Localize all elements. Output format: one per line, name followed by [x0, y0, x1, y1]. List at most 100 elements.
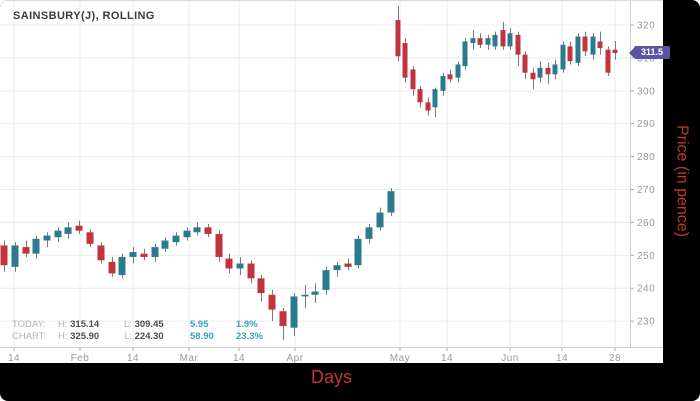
candle[interactable]: [530, 67, 536, 90]
candle[interactable]: [344, 258, 352, 271]
candle[interactable]: [151, 243, 159, 262]
last-price-badge[interactable]: 311.5: [629, 46, 670, 59]
candle[interactable]: [22, 240, 30, 257]
candle-body-down: [22, 247, 30, 254]
candle-body-up: [129, 252, 137, 257]
candle[interactable]: [376, 207, 384, 231]
candle[interactable]: [455, 61, 461, 83]
candle[interactable]: [32, 235, 40, 259]
candle[interactable]: [470, 29, 476, 50]
y-tick-label: 300: [637, 86, 655, 97]
candle[interactable]: [225, 253, 233, 274]
candle[interactable]: [290, 293, 298, 336]
candle[interactable]: [485, 34, 491, 50]
candle[interactable]: [64, 222, 72, 239]
candle[interactable]: [410, 66, 416, 96]
candle[interactable]: [301, 284, 309, 308]
candle[interactable]: [86, 228, 94, 248]
candle[interactable]: [43, 232, 51, 248]
candle-body-up: [376, 212, 384, 228]
candle[interactable]: [597, 31, 603, 55]
candle-body-up: [172, 235, 180, 243]
candle[interactable]: [161, 237, 169, 253]
candle[interactable]: [268, 289, 276, 322]
candle[interactable]: [605, 46, 611, 77]
candle[interactable]: [183, 227, 191, 241]
x-tick-label: Feb: [71, 353, 90, 364]
candle[interactable]: [193, 222, 201, 236]
candle[interactable]: [507, 28, 513, 50]
candle[interactable]: [590, 33, 596, 60]
y-tick-label: 290: [637, 119, 655, 130]
candle-body-up: [32, 238, 40, 254]
candle-body-up: [537, 67, 543, 78]
candle[interactable]: [500, 21, 506, 50]
candle[interactable]: [612, 41, 618, 60]
candle[interactable]: [395, 5, 401, 62]
candle[interactable]: [204, 224, 212, 238]
candle[interactable]: [402, 38, 408, 83]
candle[interactable]: [425, 97, 431, 116]
candle[interactable]: [522, 51, 528, 80]
candle[interactable]: [247, 260, 255, 284]
candle[interactable]: [0, 240, 8, 272]
candle[interactable]: [560, 41, 566, 73]
candle-body-up: [118, 256, 126, 276]
candle[interactable]: [108, 256, 116, 277]
candle[interactable]: [311, 283, 319, 304]
candle[interactable]: [567, 41, 573, 65]
candle[interactable]: [575, 33, 581, 67]
candle[interactable]: [387, 187, 395, 216]
candle-body-down: [530, 72, 536, 80]
candle-body-up: [301, 294, 309, 297]
candle-body-down: [582, 36, 588, 52]
candle-body-down: [215, 233, 223, 257]
candle-body-up: [54, 230, 62, 238]
candle[interactable]: [477, 33, 483, 49]
candle-body-up: [462, 41, 468, 67]
y-tick-label: 240: [637, 284, 655, 295]
x-tick-label: May: [390, 353, 410, 364]
price-chart[interactable]: 32031030029028027026025024023014Feb14Mar…: [0, 1, 663, 364]
stats-row-today: TODAY: H: 315.14 L: 309.45 5.95 1.9%: [12, 319, 286, 331]
candle[interactable]: [97, 242, 105, 264]
candle[interactable]: [515, 31, 521, 67]
candle-body-up: [432, 89, 438, 108]
candle[interactable]: [236, 256, 244, 276]
candle[interactable]: [462, 38, 468, 70]
candle[interactable]: [365, 224, 373, 244]
candle[interactable]: [140, 248, 148, 261]
stats-today-low: L: 309.45: [124, 319, 164, 330]
candle[interactable]: [537, 61, 543, 83]
candle[interactable]: [215, 230, 223, 262]
candle-body-down: [500, 29, 506, 47]
y-tick-label: 320: [637, 21, 655, 32]
candle-body-down: [344, 263, 352, 267]
candle[interactable]: [417, 85, 423, 108]
candle[interactable]: [552, 59, 558, 80]
candle-body-down: [515, 34, 521, 55]
candle[interactable]: [118, 253, 126, 279]
candle[interactable]: [440, 72, 446, 96]
candle[interactable]: [492, 31, 498, 50]
candle[interactable]: [54, 227, 62, 243]
stats-chart-label: CHART:: [12, 331, 47, 342]
candle-body-down: [204, 227, 212, 234]
candle[interactable]: [322, 266, 330, 295]
candle[interactable]: [333, 261, 341, 277]
candle-body-up: [236, 263, 244, 269]
candle[interactable]: [582, 31, 588, 57]
candle-body-down: [612, 49, 618, 53]
candle[interactable]: [75, 220, 83, 234]
candle[interactable]: [354, 235, 362, 269]
candle[interactable]: [11, 242, 19, 272]
candle[interactable]: [257, 275, 265, 302]
candle[interactable]: [129, 247, 137, 264]
candle[interactable]: [279, 307, 287, 340]
candle[interactable]: [447, 69, 453, 83]
candle[interactable]: [432, 87, 438, 118]
candle[interactable]: [545, 62, 551, 85]
y-tick-label: 280: [637, 152, 655, 163]
y-tick-label: 260: [637, 218, 655, 229]
candle[interactable]: [172, 232, 180, 246]
